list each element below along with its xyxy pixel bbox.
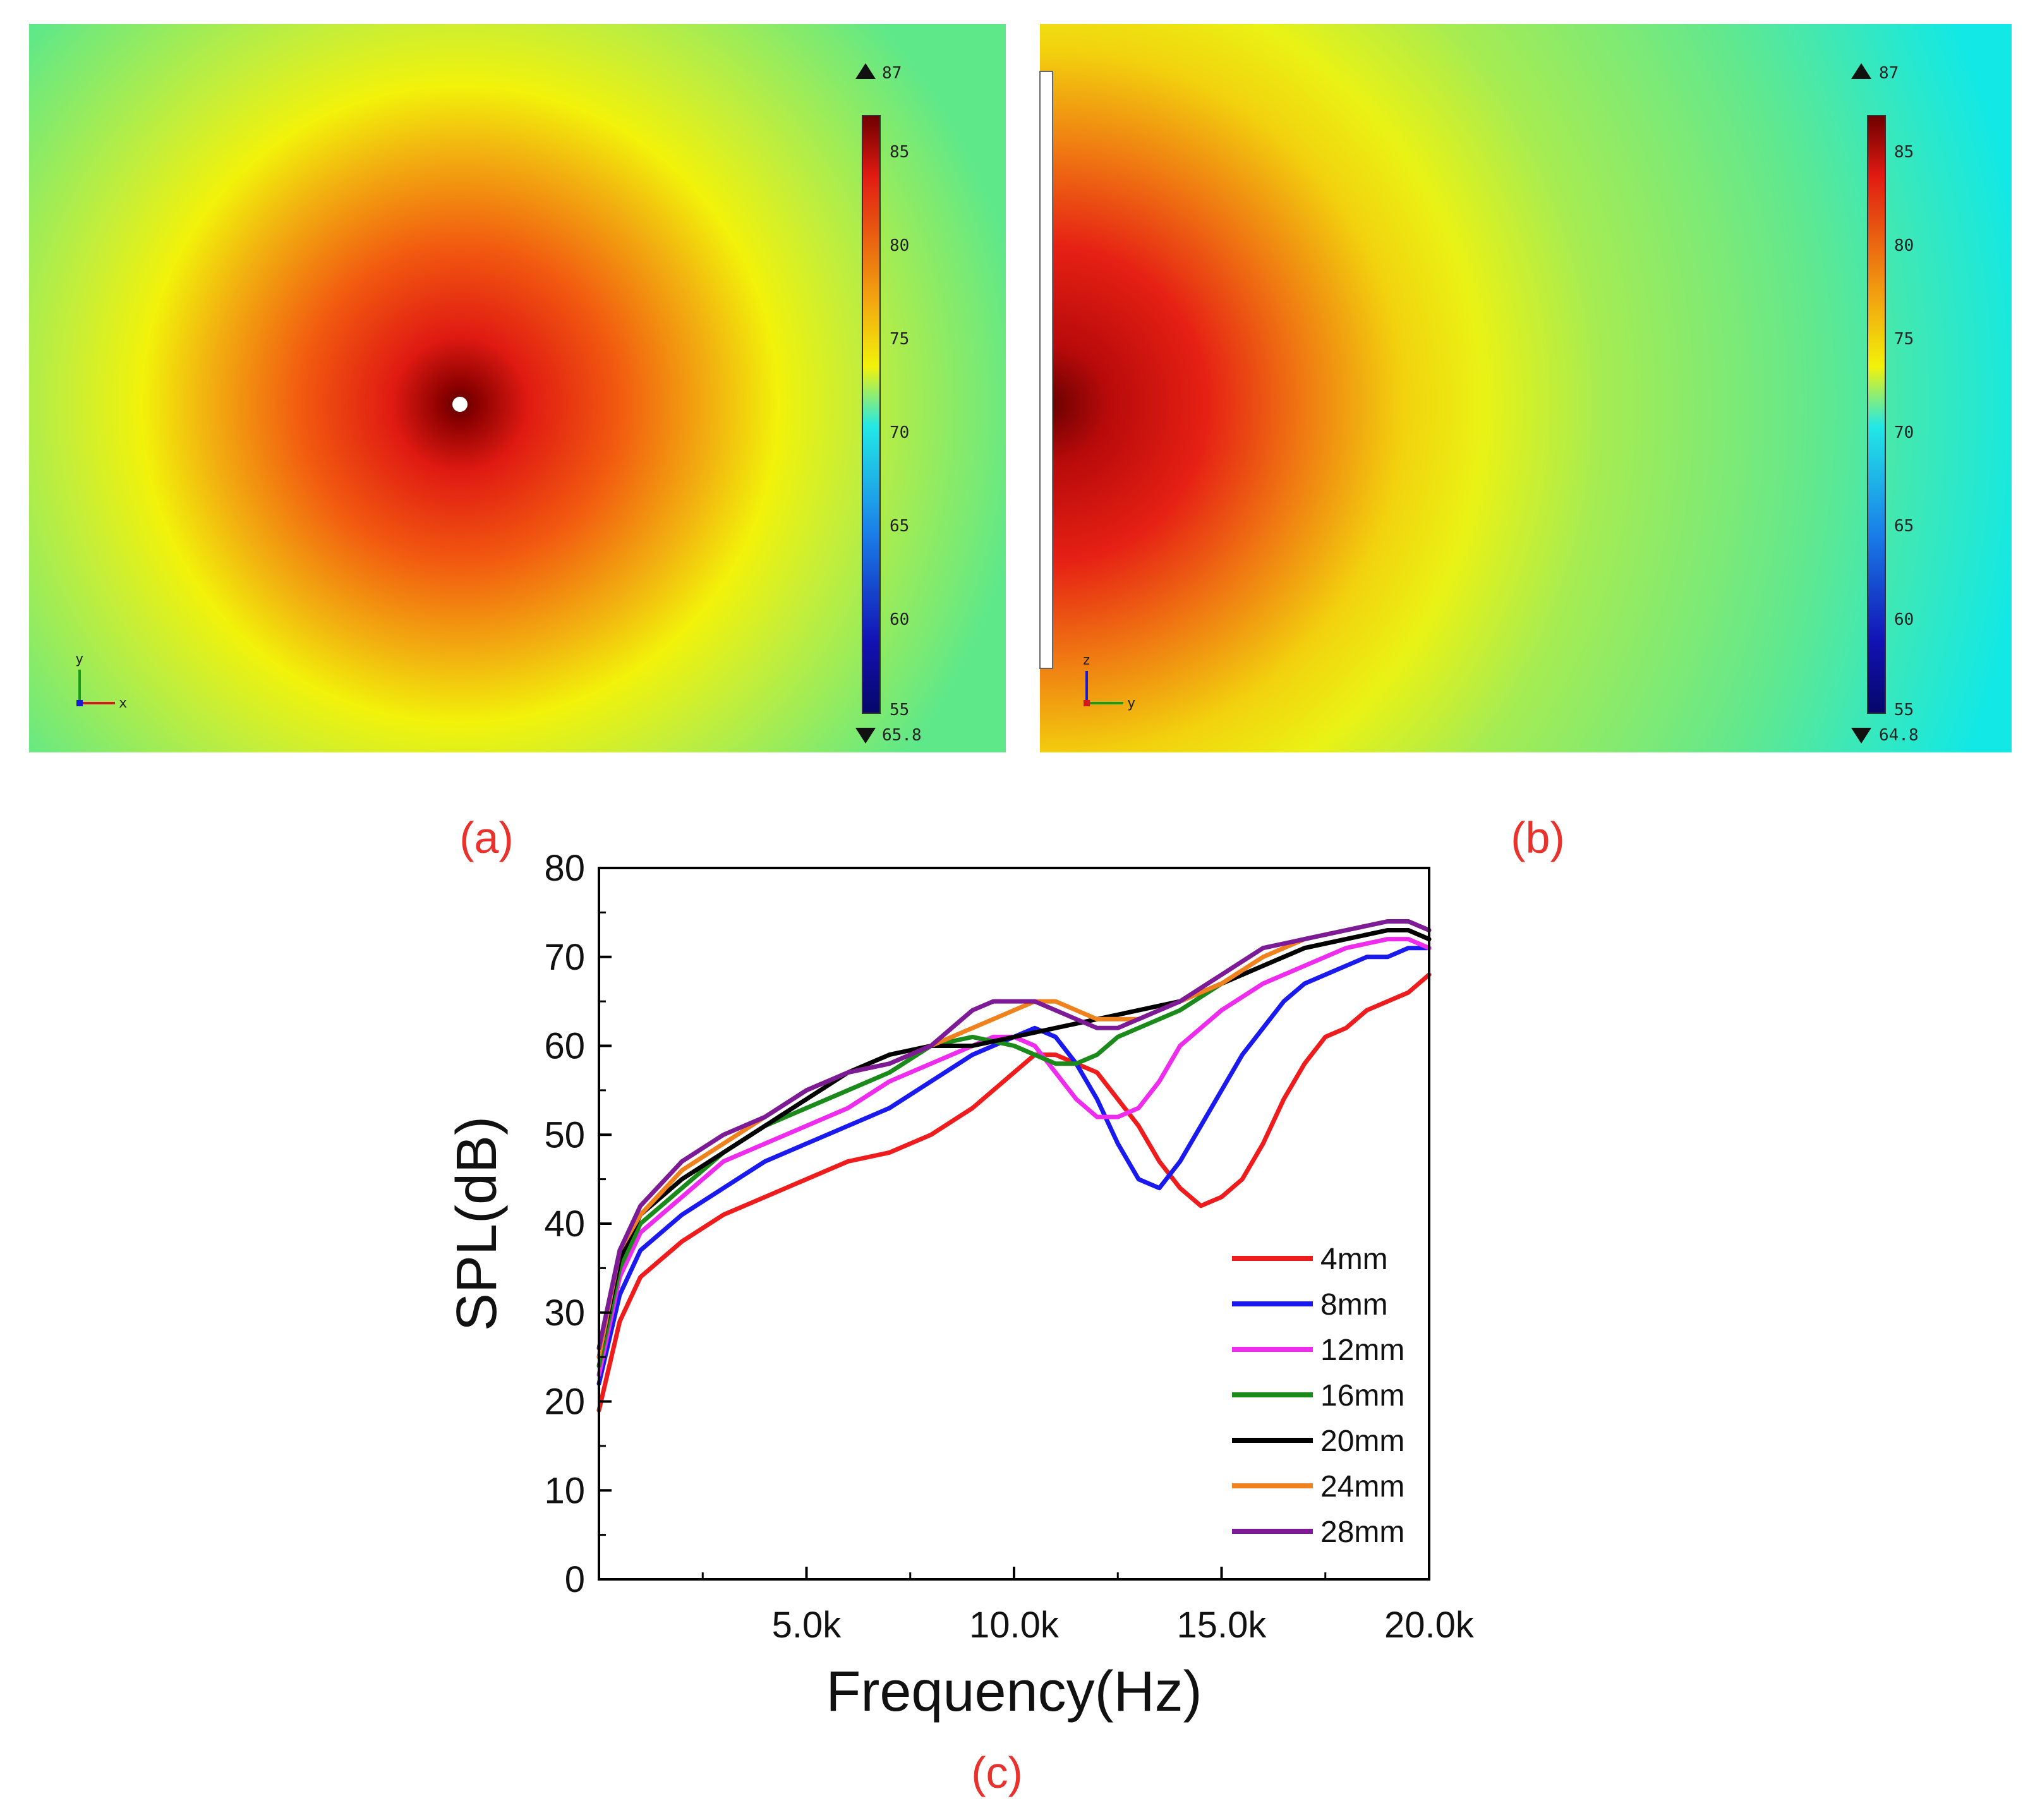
legend-label: 8mm — [1320, 1288, 1388, 1322]
series-line-4mm — [596, 972, 1432, 1413]
cbar-a-tick: 65 — [890, 517, 909, 536]
series-line-20mm — [596, 928, 1432, 1359]
y-ticks: 0 10 20 30 40 50 60 70 80 — [544, 848, 612, 1600]
min-marker-icon — [1851, 728, 1871, 744]
cbar-b-tick: 80 — [1894, 236, 1914, 255]
y-tick-label: 0 — [565, 1559, 585, 1600]
x-axis-label: Frequency(Hz) — [826, 1660, 1202, 1723]
wall-boundary — [1039, 71, 1053, 669]
colorbar-b-ticks: 85 80 75 70 65 60 55 — [1894, 143, 1914, 720]
colorbar-a-ticks: 85 80 75 70 65 60 55 — [890, 143, 909, 720]
cbar-a-tick: 85 — [890, 143, 909, 162]
colorbar-a — [862, 115, 881, 714]
axis-b-vertical: z — [1082, 653, 1090, 668]
series-line-28mm — [596, 919, 1432, 1351]
axis-a-horizontal: x — [119, 696, 127, 711]
axis-triad-a: y x — [75, 651, 127, 711]
y-tick-label: 80 — [544, 848, 585, 889]
legend-label: 28mm — [1320, 1516, 1404, 1549]
panel-label-b: (b) — [1511, 813, 1565, 862]
legend-label: 24mm — [1320, 1470, 1404, 1504]
y-tick-label: 20 — [544, 1382, 585, 1423]
cbar-b-tick: 70 — [1894, 423, 1914, 442]
cbar-b-tick: 85 — [1894, 143, 1914, 162]
cbar-a-tick: 80 — [890, 236, 909, 255]
x-tick-label: 5.0k — [772, 1605, 842, 1646]
field-b-background — [1040, 24, 2012, 752]
y-tick-label: 40 — [544, 1203, 585, 1244]
legend-label: 4mm — [1320, 1243, 1388, 1276]
colorbar-b-min: 64.8 — [1879, 726, 1919, 745]
cbar-a-tick: 75 — [890, 330, 909, 349]
source-point — [452, 397, 468, 412]
min-marker-icon — [855, 728, 876, 744]
axis-a-vertical: y — [75, 651, 83, 667]
y-tick-label: 50 — [544, 1114, 585, 1155]
max-marker-icon — [855, 63, 876, 79]
max-marker-icon — [1851, 63, 1871, 79]
legend-label: 16mm — [1320, 1379, 1404, 1413]
cbar-b-tick: 65 — [1894, 517, 1914, 536]
axis-b-horizontal: y — [1127, 696, 1135, 711]
cbar-a-tick: 55 — [890, 701, 909, 720]
panel-a: 87 65.8 85 80 75 70 65 60 55 y x — [29, 24, 1006, 752]
legend-label: 12mm — [1320, 1334, 1404, 1367]
cbar-a-tick: 60 — [890, 610, 909, 629]
x-ticks: 5.0k 10.0k 15.0k 20.0k — [701, 1567, 1475, 1646]
chart: 0 10 20 30 40 50 60 70 80 5.0k 10.0k 15.0k 20.0k Fr… — [445, 848, 1475, 1723]
panel-label-c: (c) — [971, 1748, 1023, 1797]
panel-b: 87 64.8 85 80 75 70 65 60 55 z y — [1039, 24, 2012, 752]
legend: 4mm 8mm 12mm 16mm 20mm 24mm 28mm — [1232, 1243, 1404, 1549]
axis-triad-b: z y — [1082, 653, 1135, 711]
x-tick-label: 15.0k — [1177, 1605, 1267, 1646]
cbar-b-tick: 60 — [1894, 610, 1914, 629]
legend-label: 20mm — [1320, 1425, 1404, 1458]
plot-frame — [598, 867, 1430, 1581]
cbar-a-tick: 70 — [890, 423, 909, 442]
y-tick-label: 70 — [544, 937, 585, 978]
cbar-b-tick: 75 — [1894, 330, 1914, 349]
colorbar-b-max: 87 — [1879, 64, 1899, 83]
y-axis-label: SPL(dB) — [445, 1116, 509, 1331]
colorbar-a-max: 87 — [882, 64, 902, 83]
x-tick-label: 10.0k — [969, 1605, 1060, 1646]
field-a-background — [29, 24, 1006, 752]
y-tick-label: 10 — [544, 1470, 585, 1511]
panel-label-a: (a) — [459, 813, 514, 862]
chart-series-group — [596, 919, 1432, 1413]
y-tick-label: 60 — [544, 1026, 585, 1067]
colorbar-a-min: 65.8 — [882, 726, 922, 745]
y-tick-label: 30 — [544, 1293, 585, 1334]
series-line-12mm — [596, 937, 1432, 1377]
series-line-24mm — [596, 919, 1432, 1359]
x-tick-label: 20.0k — [1384, 1605, 1475, 1646]
series-line-16mm — [596, 928, 1432, 1368]
series-line-8mm — [596, 946, 1432, 1386]
cbar-b-tick: 55 — [1894, 701, 1914, 720]
colorbar-b — [1867, 115, 1886, 714]
